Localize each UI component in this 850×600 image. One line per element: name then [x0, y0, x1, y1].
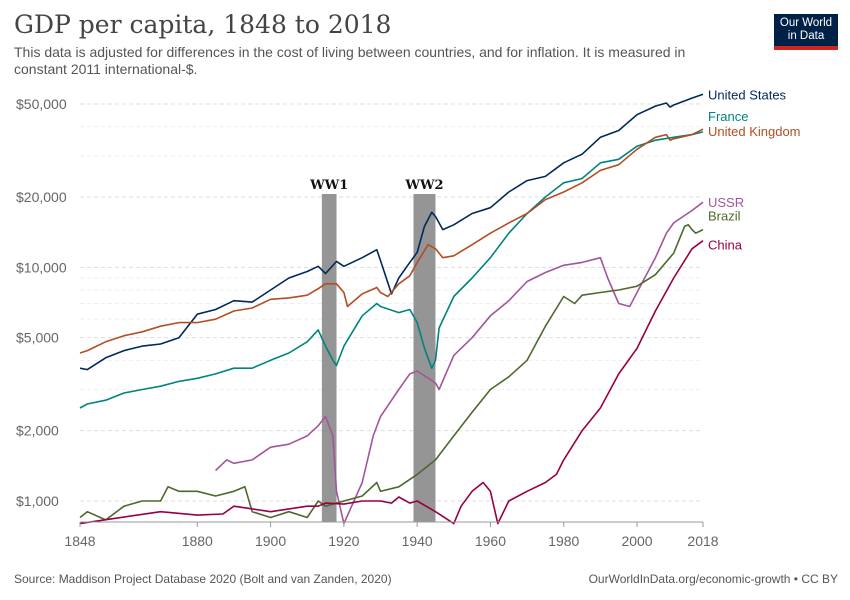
series-label-united-kingdom: United Kingdom [708, 124, 801, 139]
owid-logo[interactable]: Our World in Data [774, 14, 838, 50]
band-layer: WW1 WW2 [309, 178, 444, 522]
logo-line-2: in Data [787, 30, 825, 42]
y-tick-label: $50,000 [16, 96, 67, 112]
war-band-label: WW2 [404, 178, 443, 193]
chart-title: GDP per capita, 1848 to 2018 [14, 10, 392, 39]
x-tick-label: 1880 [182, 533, 213, 549]
y-tick-label: $2,000 [16, 423, 59, 439]
war-band-ww2 [413, 194, 436, 522]
y-tick-label: $20,000 [16, 189, 67, 205]
x-tick-label: 2000 [621, 533, 652, 549]
axis-layer: $1,000 $2,000 $5,000 $10,000 $20,000 $50,000 1… [16, 96, 719, 549]
x-tick-label: 1848 [64, 533, 95, 549]
grid-layer [80, 103, 703, 502]
series-layer [79, 93, 704, 525]
series-line-brazil[interactable] [79, 224, 704, 521]
y-tick-label: $1,000 [16, 493, 59, 509]
war-band-ww1 [321, 194, 337, 522]
x-tick-label: 1900 [255, 533, 286, 549]
y-tick-label: $10,000 [16, 259, 67, 275]
series-label-china: China [708, 238, 743, 253]
series-line-france[interactable] [79, 131, 704, 409]
series-line-united-kingdom[interactable] [79, 128, 704, 354]
source-note: Source: Maddison Project Database 2020 (… [14, 572, 392, 586]
series-label-united-states: United States [708, 87, 787, 102]
series-line-united-states[interactable] [79, 93, 704, 371]
war-band-label: WW1 [309, 178, 348, 193]
x-tick-label: 2018 [687, 533, 718, 549]
series-line-china[interactable] [79, 240, 704, 525]
series-line-ussr[interactable] [215, 201, 704, 525]
logo-line-1: Our World [779, 17, 833, 29]
x-tick-label: 1920 [328, 533, 359, 549]
x-tick-label: 1940 [402, 533, 433, 549]
series-label-france: France [708, 109, 748, 124]
x-tick-label: 1960 [475, 533, 506, 549]
x-tick-label: 1980 [548, 533, 579, 549]
series-label-brazil: Brazil [708, 209, 741, 224]
series-label-ussr: USSR [708, 195, 744, 210]
chart-subtitle: This data is adjusted for differences in… [14, 44, 686, 77]
y-tick-label: $5,000 [16, 330, 59, 346]
credit-link[interactable]: OurWorldInData.org/economic-growth • CC … [588, 572, 838, 586]
